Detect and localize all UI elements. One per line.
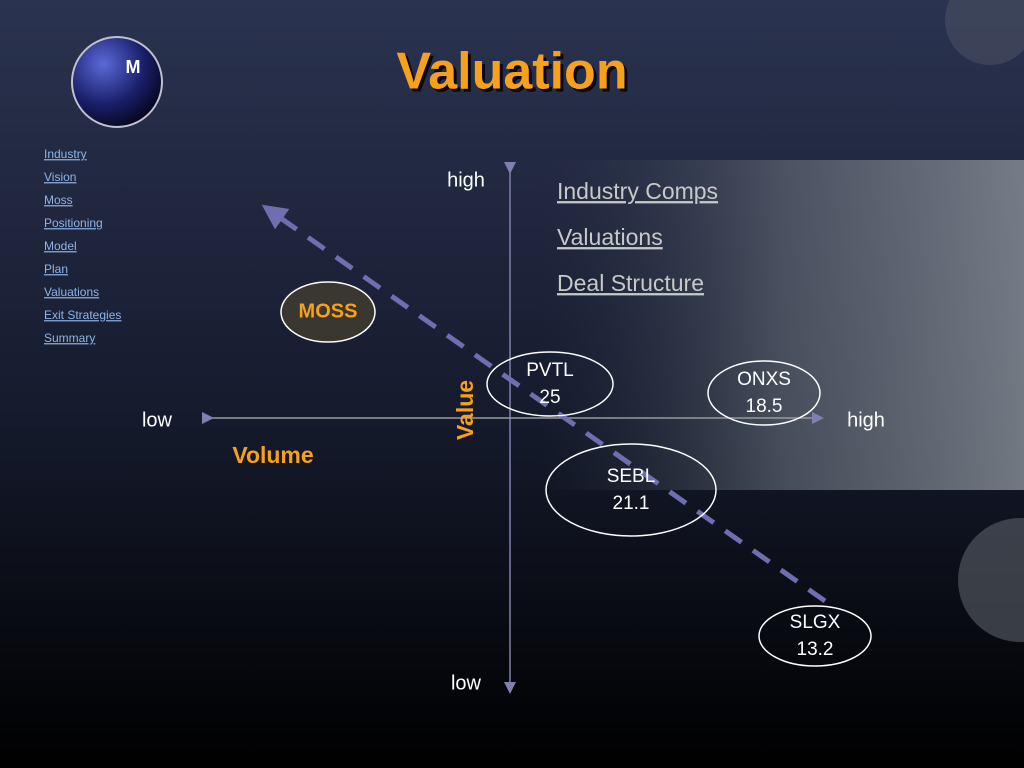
- company-label: ONXS: [737, 369, 791, 390]
- company-value: 13.2: [797, 639, 834, 660]
- title-shadow: Valuation: [399, 46, 630, 104]
- nodes: PVTL 25 ONXS 18.5 SEBL 21.1 SLGX 13.2: [486, 351, 872, 667]
- x-high-label: high: [847, 409, 885, 431]
- link[interactable]: Industry Comps: [557, 178, 718, 204]
- trend-line: [261, 204, 827, 604]
- nav-link[interactable]: Summary: [44, 331, 95, 345]
- x-axis-title: Volume: [232, 442, 313, 468]
- company-label: SLGX: [790, 612, 841, 633]
- nav-link[interactable]: Vision: [44, 170, 76, 184]
- nav: Industry Vision Moss Positioning Model Plan Va…: [44, 147, 121, 345]
- company-label: SEBL: [607, 466, 656, 487]
- nav-link[interactable]: Positioning: [44, 216, 103, 230]
- company-value: 18.5: [746, 396, 783, 417]
- x-low-label: low: [142, 409, 173, 431]
- nav-link[interactable]: Exit Strategies: [44, 308, 121, 322]
- decor-circle: [945, 0, 1024, 65]
- nav-link[interactable]: Plan: [44, 262, 68, 276]
- company-label: PVTL: [526, 360, 574, 381]
- moss-label: MOSS: [299, 300, 358, 322]
- nav-link[interactable]: Industry: [44, 147, 87, 161]
- company-value: 25: [539, 387, 560, 408]
- link[interactable]: Deal Structure: [557, 270, 704, 296]
- moss-ellipse: [280, 281, 376, 343]
- nav-link[interactable]: Model: [44, 239, 77, 253]
- company-ellipse: [758, 605, 872, 667]
- y-axis-title: Value: [452, 380, 478, 440]
- company-ellipse: [486, 351, 614, 417]
- logo: [71, 36, 163, 128]
- link[interactable]: Valuations: [557, 224, 663, 250]
- logo-text: M: [126, 57, 141, 77]
- nav-link[interactable]: Moss: [44, 193, 73, 207]
- nav-link[interactable]: Valuations: [44, 285, 99, 299]
- company-ellipse: [707, 360, 821, 426]
- title: Valuation: [396, 43, 627, 101]
- company-ellipse: [545, 443, 717, 537]
- y-high-label: high: [447, 169, 485, 191]
- company-value: 21.1: [613, 493, 650, 514]
- decor-circle: [958, 518, 1024, 642]
- background-photo: [540, 160, 1024, 490]
- y-low-label: low: [451, 672, 482, 694]
